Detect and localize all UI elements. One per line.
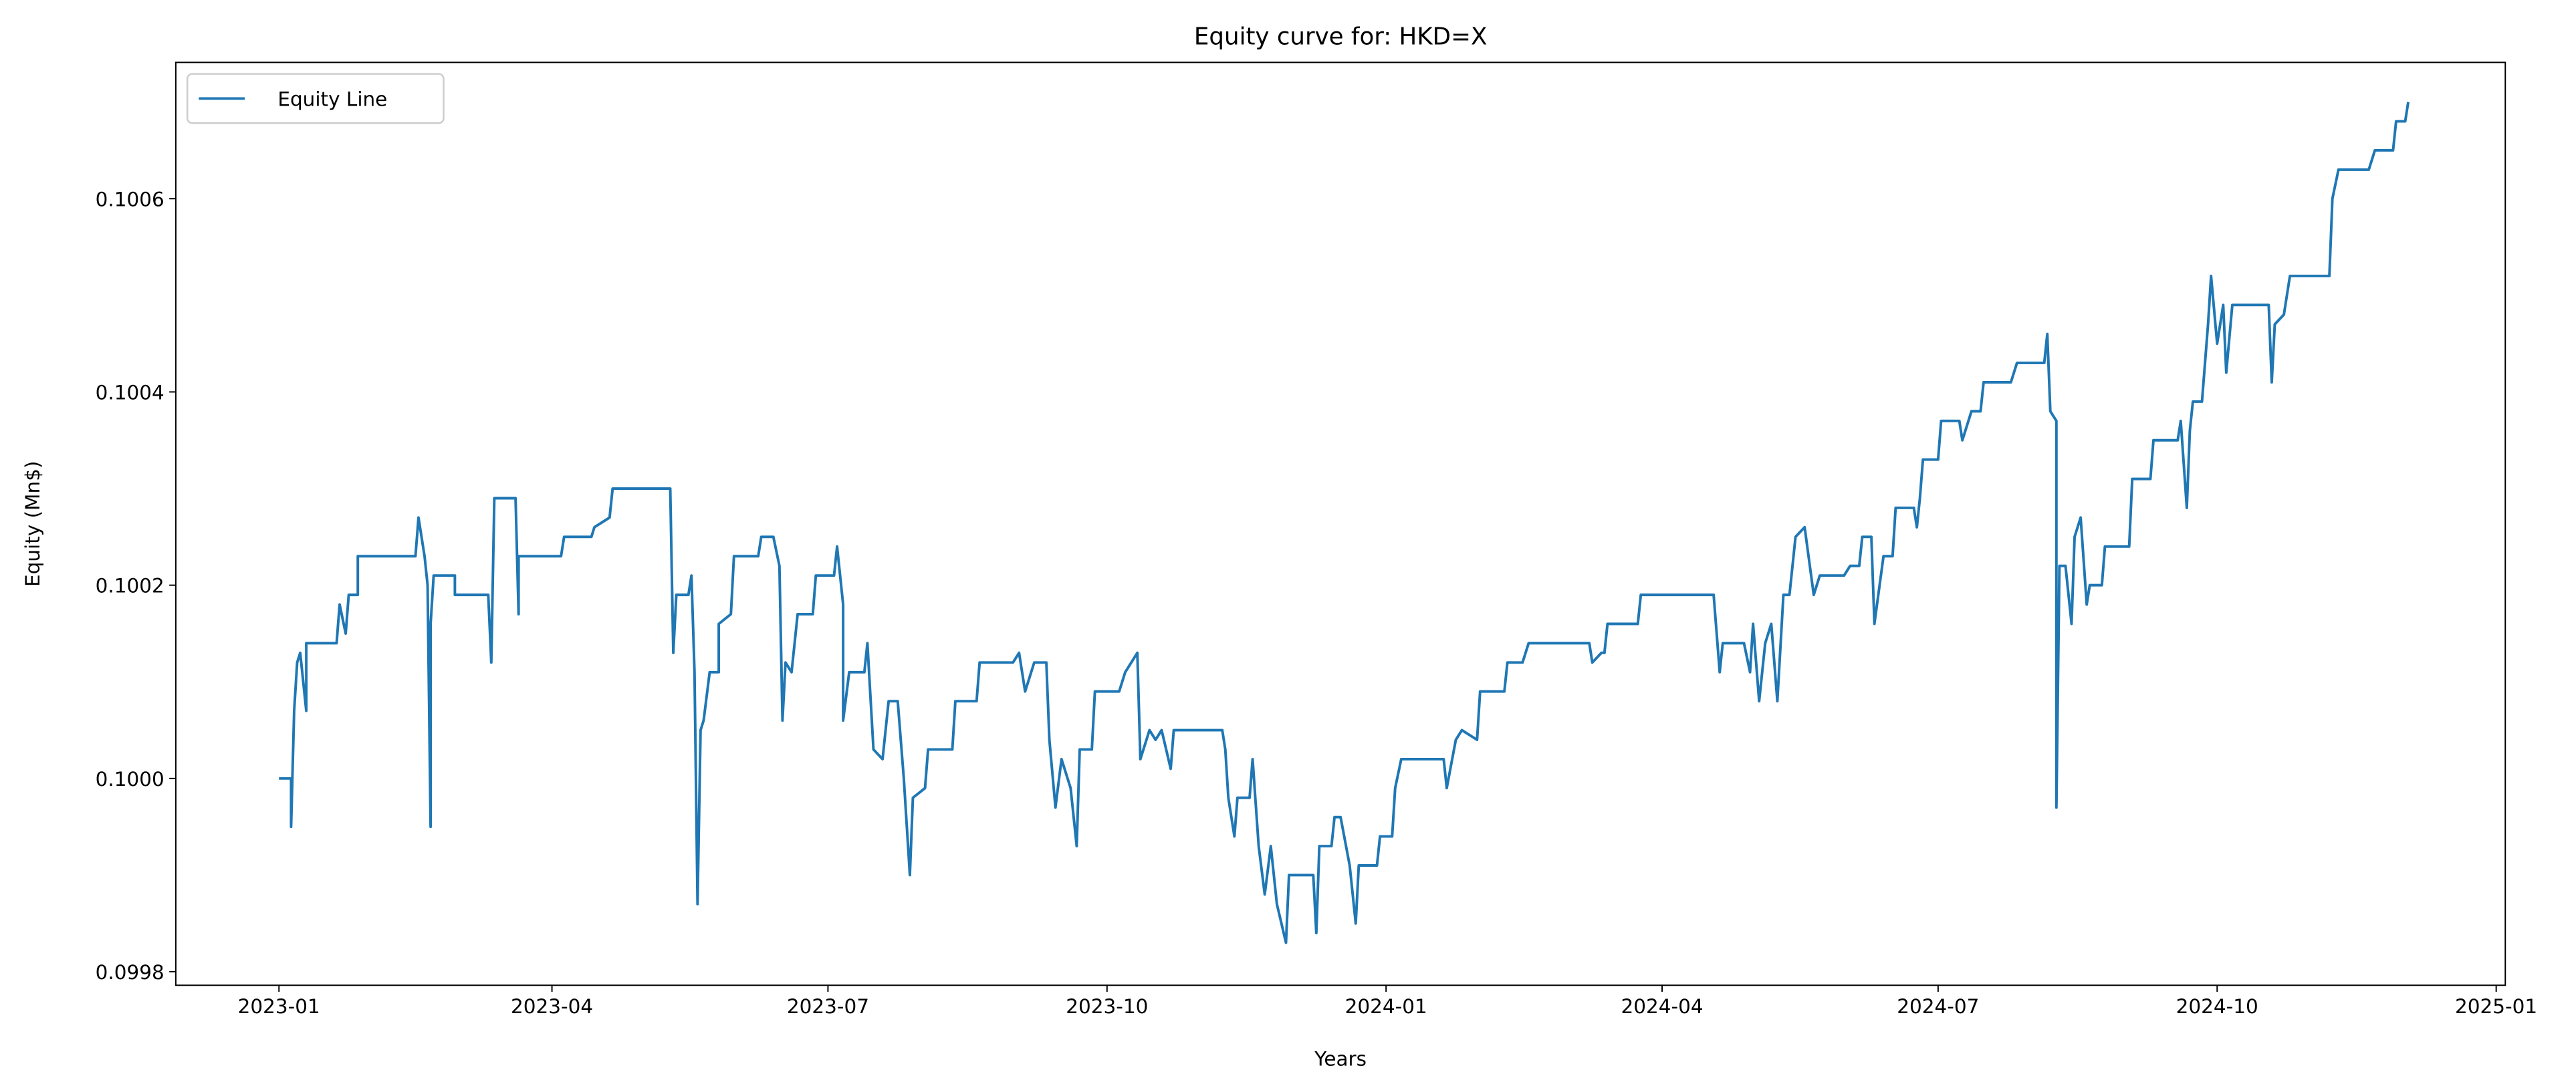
x-tick-label: 2024-07 [1897, 995, 1979, 1018]
legend-label: Equity Line [277, 88, 387, 110]
y-tick-label: 0.0998 [96, 961, 164, 984]
x-axis-label: Years [1314, 1048, 1367, 1071]
x-tick-label: 2024-04 [1621, 995, 1703, 1018]
y-tick-label: 0.1004 [96, 382, 164, 404]
y-tick-label: 0.1006 [96, 188, 164, 211]
y-tick-label: 0.1002 [96, 575, 164, 597]
x-tick-label: 2025-01 [2455, 995, 2537, 1018]
x-tick-label: 2023-04 [511, 995, 593, 1018]
equity-line [279, 102, 2410, 944]
x-tick-label: 2024-01 [1345, 995, 1427, 1018]
plot-frame [175, 61, 2506, 986]
y-tick-label: 0.1000 [96, 768, 164, 791]
legend-box [186, 73, 445, 124]
x-tick-label: 2023-10 [1066, 995, 1148, 1018]
x-tick-label: 2023-07 [787, 995, 869, 1018]
x-tick-label: 2023-01 [238, 995, 320, 1018]
chart-title: Equity curve for: HKD=X [1194, 23, 1487, 50]
y-axis-label: Equity (Mn$) [21, 461, 44, 587]
x-tick-label: 2024-10 [2176, 995, 2258, 1018]
